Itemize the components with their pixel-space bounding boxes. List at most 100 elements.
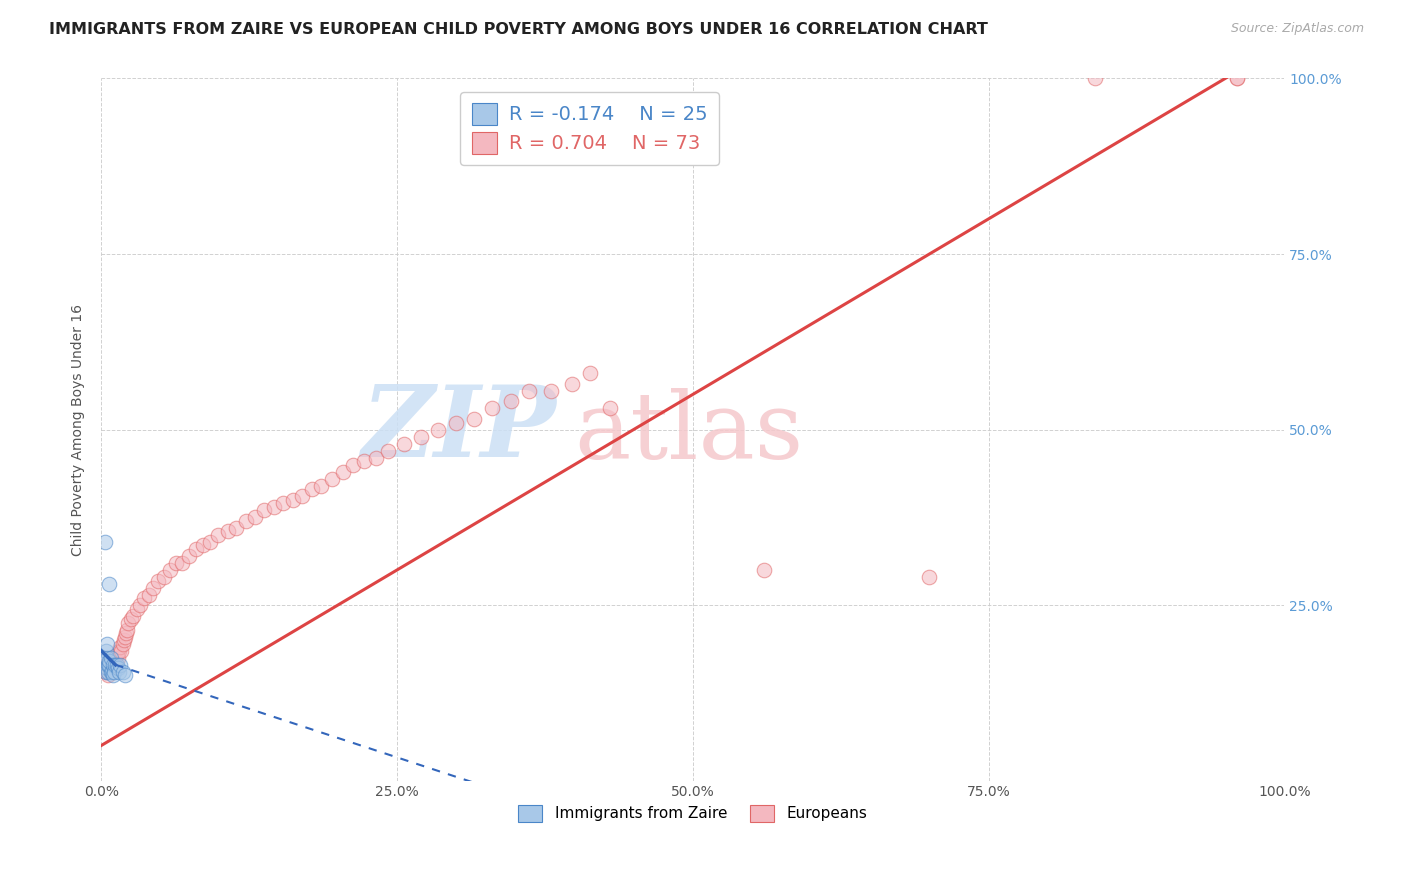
Point [100, 650, 122, 665]
Point [117, 615, 139, 630]
Point [104, 657, 127, 672]
Legend: Immigrants from Zaire, Europeans: Immigrants from Zaire, Europeans [510, 797, 875, 830]
Point [499, 394, 522, 409]
Point [98, 654, 121, 668]
Point [115, 626, 138, 640]
Point [599, 401, 621, 416]
Point [105, 647, 128, 661]
Point [191, 538, 214, 552]
Point [101, 668, 124, 682]
Point [409, 429, 432, 443]
Point [97, 665, 120, 679]
Point [101, 657, 124, 672]
Point [1226, 71, 1249, 86]
Point [263, 500, 285, 514]
Point [94, 644, 117, 658]
Point [364, 450, 387, 465]
Point [98, 577, 121, 591]
Point [111, 665, 134, 679]
Point [96, 650, 118, 665]
Point [96, 661, 118, 675]
Point [444, 416, 467, 430]
Point [481, 401, 503, 416]
Point [112, 633, 135, 648]
Point [301, 482, 323, 496]
Point [100, 665, 122, 679]
Point [165, 556, 187, 570]
Point [146, 574, 169, 588]
Text: IMMIGRANTS FROM ZAIRE VS EUROPEAN CHILD POVERTY AMONG BOYS UNDER 16 CORRELATION : IMMIGRANTS FROM ZAIRE VS EUROPEAN CHILD … [49, 22, 988, 37]
Y-axis label: Child Poverty Among Boys Under 16: Child Poverty Among Boys Under 16 [72, 303, 86, 556]
Point [392, 436, 415, 450]
Point [115, 623, 138, 637]
Point [377, 443, 399, 458]
Point [540, 384, 562, 398]
Point [243, 510, 266, 524]
Point [253, 503, 276, 517]
Point [309, 479, 332, 493]
Point [142, 581, 165, 595]
Point [108, 665, 131, 679]
Point [427, 423, 450, 437]
Point [281, 492, 304, 507]
Point [107, 650, 129, 665]
Point [103, 665, 125, 679]
Point [170, 556, 193, 570]
Point [519, 384, 541, 398]
Point [94, 665, 117, 679]
Point [273, 496, 295, 510]
Point [342, 458, 364, 472]
Point [94, 654, 117, 668]
Point [332, 465, 354, 479]
Point [561, 376, 583, 391]
Text: ZIP: ZIP [361, 381, 557, 478]
Point [1226, 71, 1249, 86]
Point [321, 472, 343, 486]
Point [217, 524, 239, 539]
Point [153, 570, 176, 584]
Point [353, 454, 375, 468]
Point [94, 657, 117, 672]
Point [177, 549, 200, 563]
Point [100, 661, 122, 675]
Point [105, 657, 128, 672]
Point [463, 412, 485, 426]
Point [94, 665, 117, 679]
Point [159, 563, 181, 577]
Text: atlas: atlas [575, 388, 804, 478]
Point [207, 528, 229, 542]
Point [291, 489, 314, 503]
Point [110, 644, 132, 658]
Point [1084, 71, 1107, 86]
Point [98, 657, 121, 672]
Point [235, 514, 257, 528]
Point [96, 637, 118, 651]
Point [103, 657, 125, 672]
Point [108, 644, 131, 658]
Point [114, 630, 136, 644]
Point [96, 650, 118, 665]
Point [132, 591, 155, 605]
Point [120, 612, 142, 626]
Point [184, 541, 207, 556]
Point [225, 521, 247, 535]
Point [579, 367, 602, 381]
Point [97, 668, 120, 682]
Point [97, 657, 120, 672]
Point [101, 654, 124, 668]
Point [98, 657, 121, 672]
Point [198, 535, 221, 549]
Point [111, 637, 134, 651]
Point [125, 601, 148, 615]
Point [101, 665, 124, 679]
Point [108, 657, 131, 672]
Point [94, 535, 117, 549]
Point [96, 661, 118, 675]
Point [752, 563, 775, 577]
Point [104, 650, 127, 665]
Point [129, 598, 152, 612]
Point [918, 570, 941, 584]
Point [122, 608, 145, 623]
Point [107, 661, 129, 675]
Point [114, 668, 136, 682]
